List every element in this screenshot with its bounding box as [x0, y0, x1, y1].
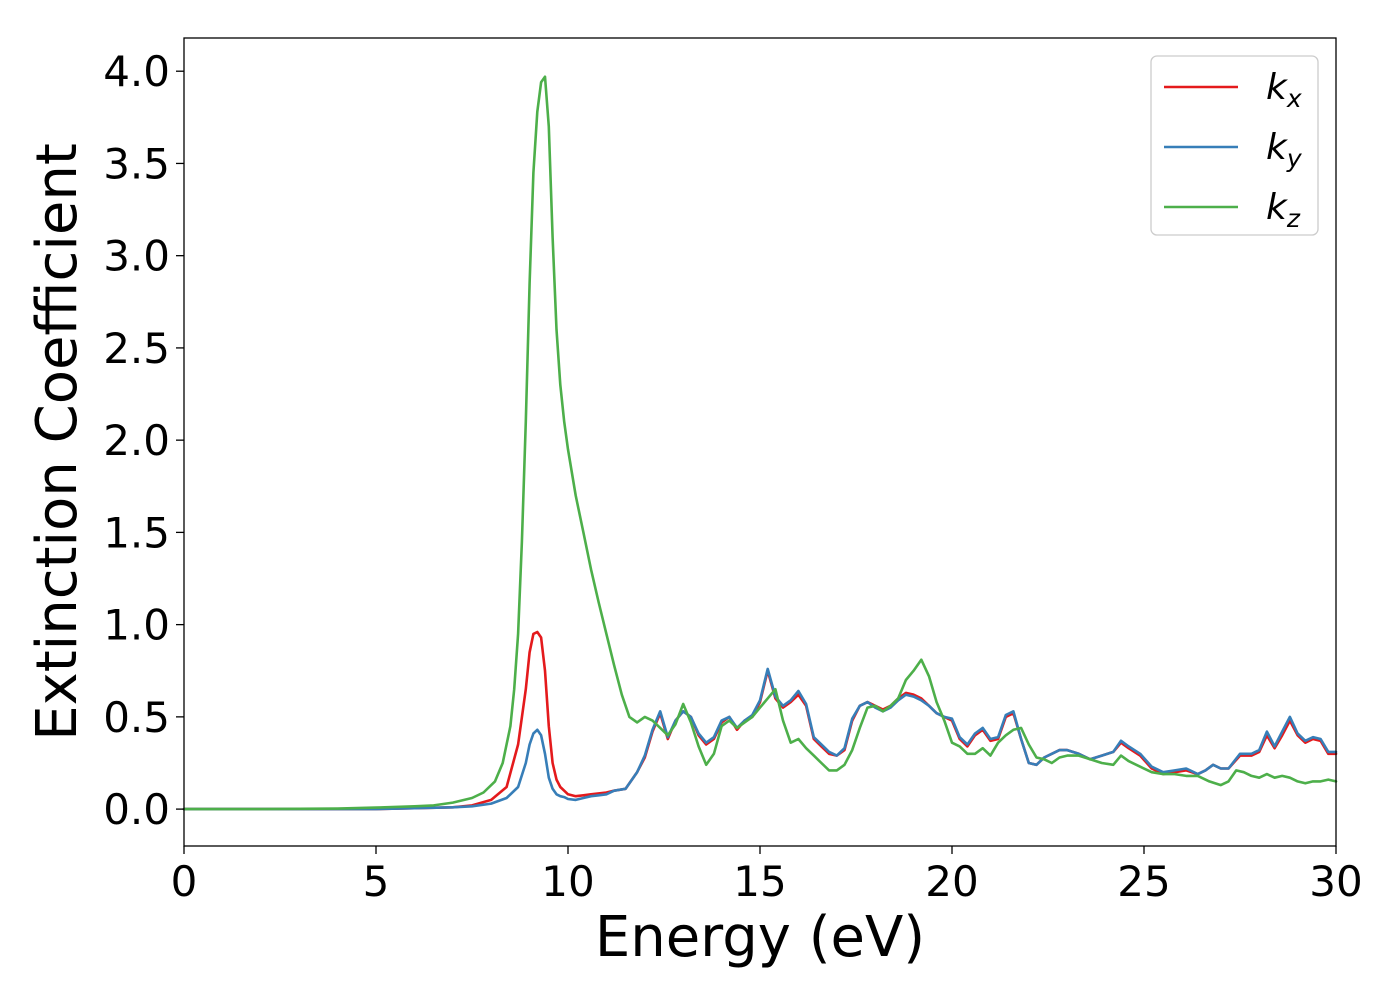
y-tick-label: 1.0 — [103, 601, 170, 650]
y-axis-ticks: 0.0 0.5 1.0 1.5 2.0 2.5 3.0 3.5 4.0 — [103, 47, 184, 834]
x-axis-label: Energy (eV) — [595, 905, 925, 970]
y-tick-label: 3.0 — [103, 232, 170, 281]
legend-label-main: k — [1266, 127, 1289, 168]
legend-label-main: k — [1266, 67, 1289, 108]
y-tick-label: 2.0 — [103, 416, 170, 465]
x-tick-label: 25 — [1117, 857, 1170, 906]
x-tick-label: 10 — [541, 857, 594, 906]
y-tick-label: 1.5 — [103, 508, 170, 557]
legend-label-main: k — [1266, 187, 1289, 228]
legend-label-kz: kz — [1266, 187, 1301, 233]
x-tick-label: 0 — [171, 857, 198, 906]
y-tick-label: 3.5 — [103, 139, 170, 188]
legend-label-subscript: x — [1286, 84, 1302, 113]
legend-label-subscript: z — [1286, 204, 1301, 233]
series-line-kz — [182, 75, 1338, 811]
y-tick-label: 0.5 — [103, 693, 170, 742]
y-tick-label: 2.5 — [103, 324, 170, 373]
y-axis-label: Extinction Coefficient — [25, 143, 90, 741]
series-lines — [182, 75, 1338, 811]
y-tick-label: 0.0 — [103, 785, 170, 834]
x-axis-ticks: 0 5 10 15 20 25 30 — [171, 846, 1363, 906]
legend-label-subscript: y — [1286, 144, 1303, 173]
x-tick-label: 20 — [925, 857, 978, 906]
y-tick-label: 4.0 — [103, 47, 170, 96]
x-tick-label: 15 — [733, 857, 786, 906]
legend-label-kx: kx — [1266, 67, 1302, 113]
legend-label-ky: ky — [1266, 127, 1303, 173]
x-tick-label: 30 — [1309, 857, 1362, 906]
x-tick-label: 5 — [363, 857, 390, 906]
plot-background — [184, 38, 1336, 846]
legend-box — [1150, 55, 1319, 236]
series-line-ky — [182, 667, 1338, 811]
